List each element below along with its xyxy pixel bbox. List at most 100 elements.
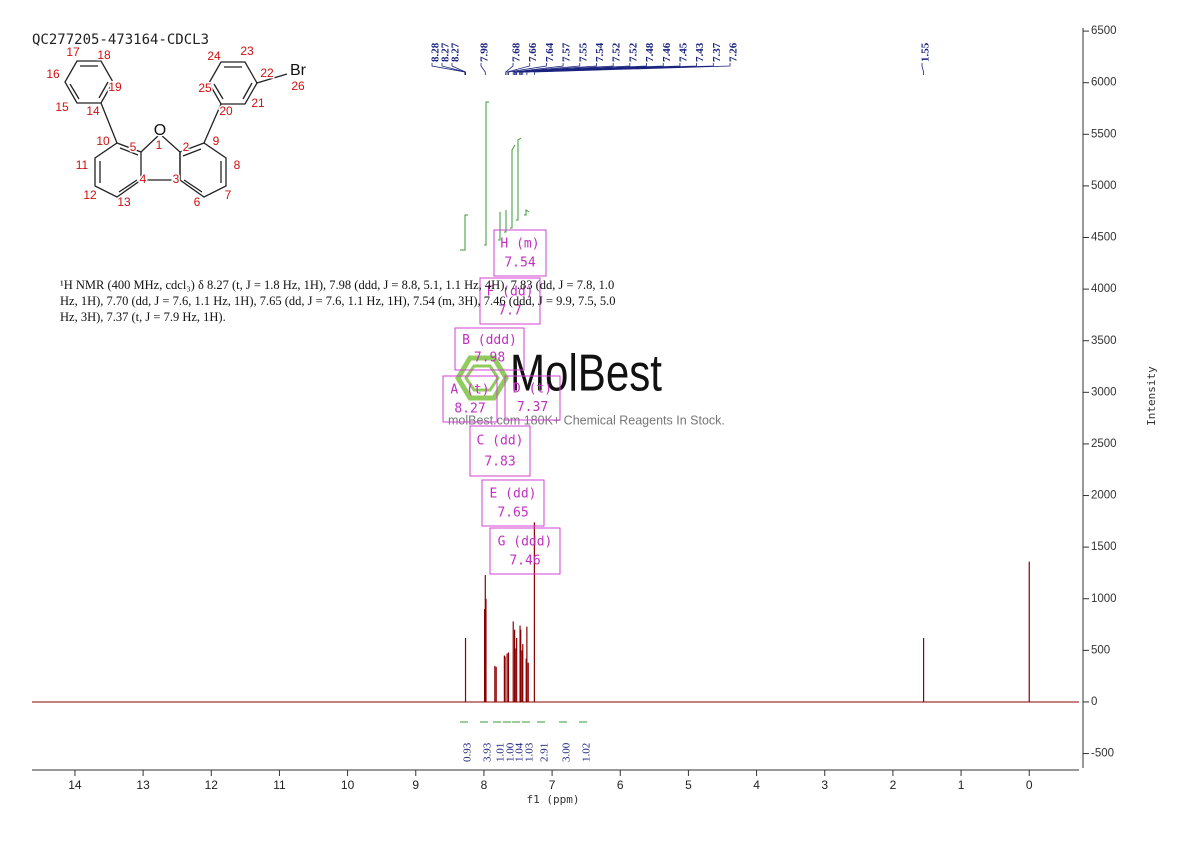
peak-label: 7.43: [694, 42, 706, 62]
peak-leader: [512, 63, 564, 75]
peak-leader: [533, 63, 731, 75]
peak-leader: [514, 63, 581, 75]
y-tick-label: 0: [1091, 696, 1097, 708]
integral-label: 1.04: [514, 742, 526, 762]
x-tick-label: 14: [68, 778, 82, 792]
multiplet-shift: 7.83: [484, 455, 515, 470]
atom-label: 2: [183, 140, 190, 154]
atom-label: 23: [240, 44, 254, 58]
y-tick-label: -500: [1091, 748, 1114, 760]
atom-label: 4: [140, 172, 147, 186]
y-tick-label: 4500: [1091, 232, 1117, 244]
atom-label: 22: [260, 66, 274, 80]
multiplet-shift: 7.54: [504, 256, 535, 271]
atom-label: 20: [219, 104, 233, 118]
integral-label: 2.91: [539, 743, 551, 762]
y-tick-label: 5000: [1091, 180, 1117, 192]
x-tick-label: 9: [412, 778, 419, 792]
peak-label: 1.55: [920, 42, 932, 62]
atom-label: 9: [213, 134, 220, 148]
multiplet-label: F (dd): [487, 284, 534, 299]
integral-label: 3.93: [482, 742, 494, 762]
peak-leader: [480, 63, 486, 75]
y-tick-label: 2500: [1091, 438, 1117, 450]
atom-label: 12: [83, 188, 97, 202]
watermark-brand: MolBest: [510, 345, 662, 403]
y-tick-label: 1000: [1091, 593, 1117, 605]
peak-leader: [516, 63, 631, 75]
multiplet-box: [481, 479, 545, 527]
y-tick-label: 6000: [1091, 77, 1117, 89]
y-tick-label: 6500: [1091, 25, 1117, 37]
peak-label: 7.68: [511, 42, 523, 62]
peak-label: 7.46: [661, 42, 673, 62]
peak-leader: [921, 63, 924, 75]
y-tick-label: 5500: [1091, 128, 1117, 140]
peak-label: 7.57: [561, 42, 573, 62]
atom-label: 10: [96, 134, 110, 148]
peak-leader: [431, 63, 466, 75]
x-tick-label: 2: [890, 778, 897, 792]
atom-label: 14: [86, 104, 100, 118]
multiplet-shift: 7.65: [497, 506, 528, 521]
peak-label: 7.26: [728, 42, 740, 62]
multiplet-box: [493, 229, 547, 277]
x-tick-label: 1: [958, 778, 965, 792]
x-tick-label: 7: [549, 778, 556, 792]
y-tick-label: 1500: [1091, 541, 1117, 553]
chart-title: QC277205-473164-CDCL3: [32, 32, 209, 48]
atom-label: 25: [198, 81, 212, 95]
atom-label: 13: [117, 195, 131, 209]
peak-label: 7.52: [611, 42, 623, 62]
peak-label: 8.28: [430, 42, 442, 62]
multiplet-label: C (dd): [477, 434, 524, 449]
multiplet-shift: 7.7: [498, 304, 521, 319]
watermark-tagline: molBest.com 180K+ Chemical Reagents In S…: [448, 413, 725, 427]
integral-label: 1.02: [581, 743, 593, 762]
multiplet-shift: 7.37: [517, 400, 548, 415]
multiplet-label: B (ddd): [462, 333, 517, 348]
atom-label: 1: [156, 138, 163, 152]
atom-label: 15: [55, 100, 69, 114]
atom-label: 8: [234, 158, 241, 172]
peak-leader: [508, 63, 547, 75]
atom-label: 19: [108, 80, 122, 94]
atom-label: 6: [194, 195, 201, 209]
y-axis-label: Intensity: [1145, 366, 1158, 426]
atom-label: Br: [290, 62, 307, 79]
multiplet-box: [442, 375, 498, 423]
x-tick-label: 10: [341, 778, 355, 792]
peak-label: 8.27: [440, 42, 452, 62]
x-tick-label: 6: [617, 778, 624, 792]
y-tick-label: 4000: [1091, 283, 1117, 295]
peak-label: 8.27: [450, 42, 462, 62]
atom-label: O: [154, 122, 166, 139]
multiplet-shift: 8.27: [454, 402, 485, 417]
y-tick-label: 500: [1091, 644, 1110, 656]
description: ¹H NMR (400 MHz, cdcl₃) δ 8.27 (t, J = 1…: [60, 278, 616, 324]
atom-label: 24: [207, 49, 221, 63]
multiplet-box: [469, 425, 531, 477]
x-tick-label: 13: [136, 778, 150, 792]
peak-leader: [451, 63, 466, 75]
peak-leader: [505, 63, 514, 75]
multiplet-label: E (dd): [490, 486, 537, 501]
peak-label: 7.64: [544, 42, 556, 62]
peak-label: 7.52: [627, 42, 639, 62]
atom-label: 3: [173, 172, 180, 186]
multiplet-label: A (t): [450, 382, 489, 397]
atom-label: 26: [291, 79, 305, 93]
x-tick-label: 4: [753, 778, 760, 792]
atom-label: 5: [130, 140, 137, 154]
watermark: MolBest molBest.com 180K+ Chemical Reage…: [448, 345, 725, 428]
x-tick-label: 11: [273, 778, 286, 792]
peak-leader: [514, 63, 597, 75]
atom-label: 11: [76, 158, 89, 172]
multiplet-label: D (t): [513, 382, 552, 397]
atom-label: 16: [46, 67, 60, 81]
multiplet-box: [454, 327, 525, 371]
atom-label: 18: [97, 48, 111, 62]
integral-label: 0.93: [462, 742, 474, 762]
multiplet-box: [489, 527, 561, 575]
